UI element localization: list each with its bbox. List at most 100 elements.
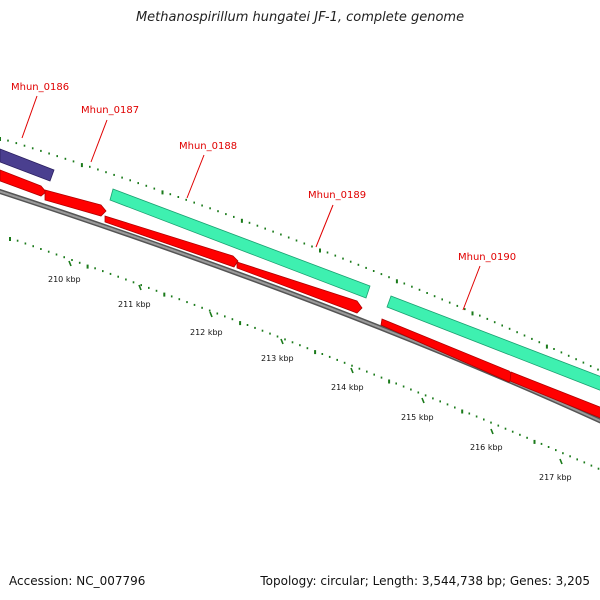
cds-bar[interactable] (109, 188, 371, 299)
gene-label[interactable]: Mhun_0188 (179, 141, 237, 152)
scale-label: 216 kbp (470, 443, 503, 452)
scale-track-tick (193, 303, 196, 306)
scale-track-tick (504, 427, 507, 430)
scale-track-tick (261, 329, 264, 332)
cds-arrow[interactable] (509, 371, 600, 426)
cds-arrow[interactable] (236, 261, 363, 314)
scale-track-tick (254, 326, 256, 329)
scale-track-tick (276, 335, 279, 338)
scale-track-tick (547, 446, 550, 448)
feature-track-tick (177, 196, 180, 198)
gene-labels: Mhun_0186 Mhun_0187 Mhun_0188 Mhun_0189 … (11, 82, 516, 263)
scale-track-tick (63, 256, 65, 259)
scale-track-tick (86, 264, 89, 269)
scale-track-tick (102, 270, 104, 273)
scale-track-tick (439, 400, 441, 403)
scale-track-tick (336, 358, 338, 361)
scale-track-tick (343, 361, 346, 364)
feature-track-tick (15, 142, 18, 145)
scale-track-tick (526, 436, 528, 439)
feature-track-tick (217, 210, 219, 213)
scale-track-tick (519, 433, 521, 436)
cds-arrow[interactable] (0, 169, 47, 197)
scale-track-tick (109, 272, 112, 275)
scale-track-tick (321, 353, 324, 355)
feature-track-tick (56, 155, 58, 158)
gene-label[interactable]: Mhun_0190 (458, 252, 516, 263)
feature-track-tick (89, 165, 91, 168)
feature-track-tick (248, 221, 251, 224)
feature-track-tick (493, 321, 496, 324)
scale-track-tick (569, 455, 571, 458)
feature-track-tick (403, 282, 406, 285)
scale-track-tick (299, 344, 301, 347)
feature-track-tick (311, 245, 313, 248)
feature-track-tick (153, 187, 156, 190)
feature-track-tick (80, 163, 83, 168)
scale-track-tick (239, 321, 242, 326)
gene-bar-other[interactable] (0, 148, 55, 182)
scale-track-tick (94, 267, 96, 270)
feature-track-tick (105, 171, 107, 174)
feature-track-tick (560, 351, 563, 354)
feature-track-tick (349, 260, 352, 263)
scale-track-tick (351, 364, 353, 367)
feature-track-tick (7, 139, 9, 142)
scale-track-tick (78, 261, 81, 264)
feature-track-tick (303, 242, 306, 245)
feature-track-tick (225, 213, 227, 216)
scale-track-tick (380, 376, 383, 379)
scale-track-tick (540, 442, 543, 445)
scale-track-tick (231, 318, 234, 321)
scale-track-tick (314, 350, 317, 355)
cds-arrow[interactable] (104, 215, 239, 268)
scale-track-tick (291, 341, 294, 344)
scale-track-tick (402, 385, 405, 388)
scale-track-tick (269, 332, 271, 335)
feature-track-tick (531, 337, 533, 340)
feature-track-tick (501, 324, 503, 327)
scale-track-tick (328, 355, 331, 358)
scale-major-ticks (68, 260, 563, 465)
feature-track-tick (486, 317, 489, 320)
feature-track-tick (388, 276, 390, 279)
scale-track-tick (424, 394, 427, 397)
feature-track-tick (256, 224, 259, 227)
feature-track-tick (137, 182, 139, 185)
feature-track-tick (145, 184, 148, 187)
scale-track-tick (32, 245, 34, 248)
feature-track-tick (280, 233, 282, 236)
feature-track-tick (40, 149, 42, 152)
feature-track-tick (23, 144, 26, 147)
scale-track-tick (358, 367, 361, 370)
feature-track-tick (233, 215, 235, 218)
feature-track-tick (471, 311, 474, 316)
scale-track-tick (511, 430, 514, 433)
scale-label: 210 kbp (48, 275, 81, 284)
scale-label: 215 kbp (401, 413, 434, 422)
feature-track-tick (334, 254, 337, 257)
feature-track-tick (357, 263, 360, 266)
feature-track-tick (161, 190, 164, 195)
map-title: Methanospirillum hungatei JF-1, complete… (135, 10, 465, 25)
cds-arrow[interactable] (44, 189, 107, 217)
gene-label[interactable]: Mhun_0186 (11, 82, 69, 93)
feature-track-tick (418, 288, 421, 291)
scale-track-tick (163, 292, 166, 297)
feature-track-tick (326, 251, 329, 254)
cds-bar[interactable] (386, 295, 600, 398)
scale-track-tick (468, 412, 471, 415)
scale-track-tick (555, 449, 557, 452)
scale-track-tick (366, 370, 368, 373)
scale-track-tick (47, 250, 50, 253)
gene-label[interactable]: Mhun_0187 (81, 105, 139, 116)
feature-track-tick (597, 368, 599, 371)
feature-track-tick (508, 327, 511, 330)
scale-track-tick (155, 289, 158, 292)
scale-track-tick (590, 464, 593, 467)
feature-track-tick (582, 361, 585, 364)
scale-track-tick (40, 248, 42, 250)
gene-label[interactable]: Mhun_0189 (308, 190, 366, 201)
feature-track-tick (185, 198, 187, 201)
feature-track-tick (264, 227, 266, 230)
